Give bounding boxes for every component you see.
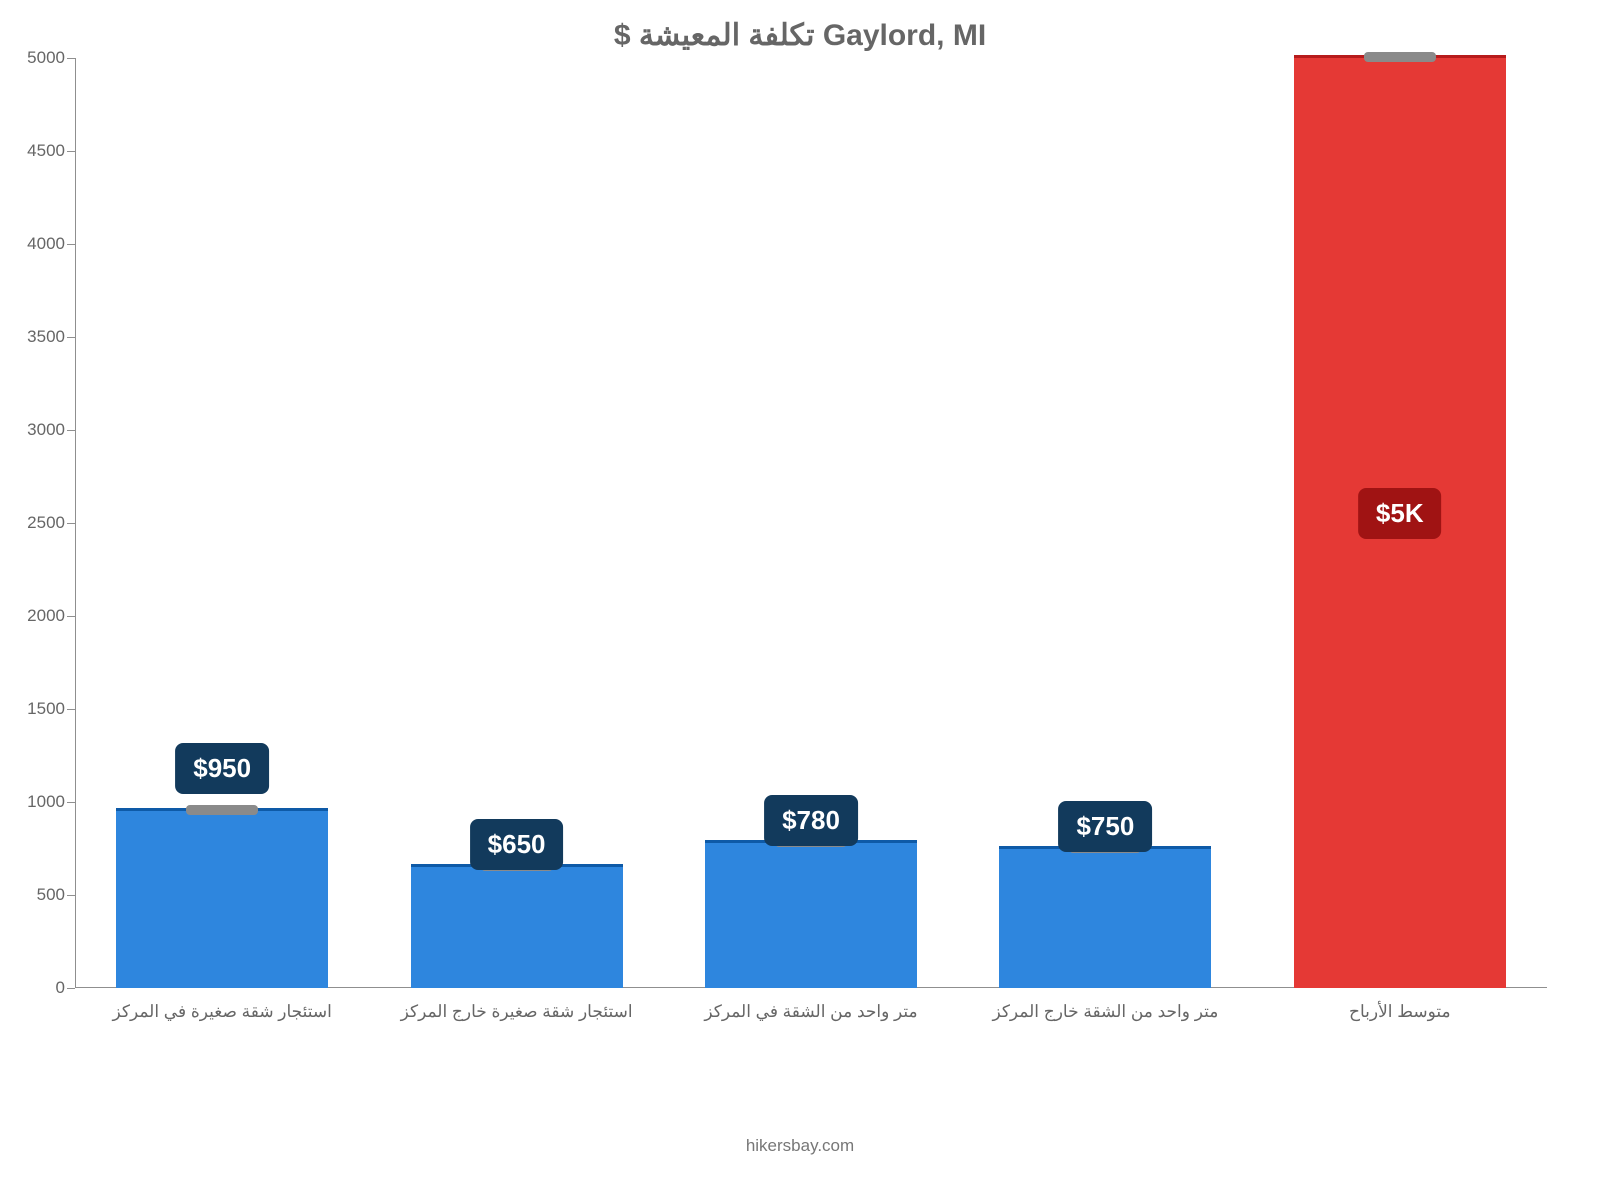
value-badge: $780 — [764, 795, 858, 846]
y-tick-mark — [67, 802, 75, 803]
y-tick-mark — [67, 988, 75, 989]
y-tick-mark — [67, 895, 75, 896]
value-badge: $950 — [175, 743, 269, 794]
attribution-text: hikersbay.com — [0, 1136, 1600, 1156]
cost-of-living-chart: $ تكلفة المعيشة Gaylord, MI 050010001500… — [0, 0, 1600, 1200]
y-tick-mark — [67, 616, 75, 617]
category-label: متر واحد من الشقة في المركز — [704, 988, 917, 1022]
bars-container: $950 $650 $780 $750 $5K — [75, 58, 1547, 988]
value-badge: $650 — [470, 819, 564, 870]
bar: $750 — [999, 849, 1211, 989]
bar: $5K — [1294, 58, 1506, 988]
category-label: متوسط الأرباح — [1349, 988, 1451, 1022]
category-label: استئجار شقة صغيرة في المركز — [113, 988, 332, 1022]
y-tick-mark — [67, 244, 75, 245]
value-badge: $750 — [1058, 801, 1152, 852]
y-tick-mark — [67, 709, 75, 710]
bar: $780 — [705, 843, 917, 988]
y-tick-mark — [67, 523, 75, 524]
y-tick-mark — [67, 58, 75, 59]
bar: $650 — [411, 867, 623, 988]
category-label: متر واحد من الشقة خارج المركز — [992, 988, 1218, 1022]
category-label: استئجار شقة صغيرة خارج المركز — [401, 988, 633, 1022]
value-badge: $5K — [1358, 488, 1442, 539]
y-tick-mark — [67, 151, 75, 152]
y-tick-mark — [67, 430, 75, 431]
bar: $950 — [116, 811, 328, 988]
bar-top-cap — [186, 805, 258, 815]
bar-top-cap — [1364, 52, 1436, 62]
chart-title: $ تكلفة المعيشة Gaylord, MI — [0, 18, 1600, 53]
plot-area: 0500100015002000250030003500400045005000… — [75, 58, 1547, 988]
y-tick-mark — [67, 337, 75, 338]
